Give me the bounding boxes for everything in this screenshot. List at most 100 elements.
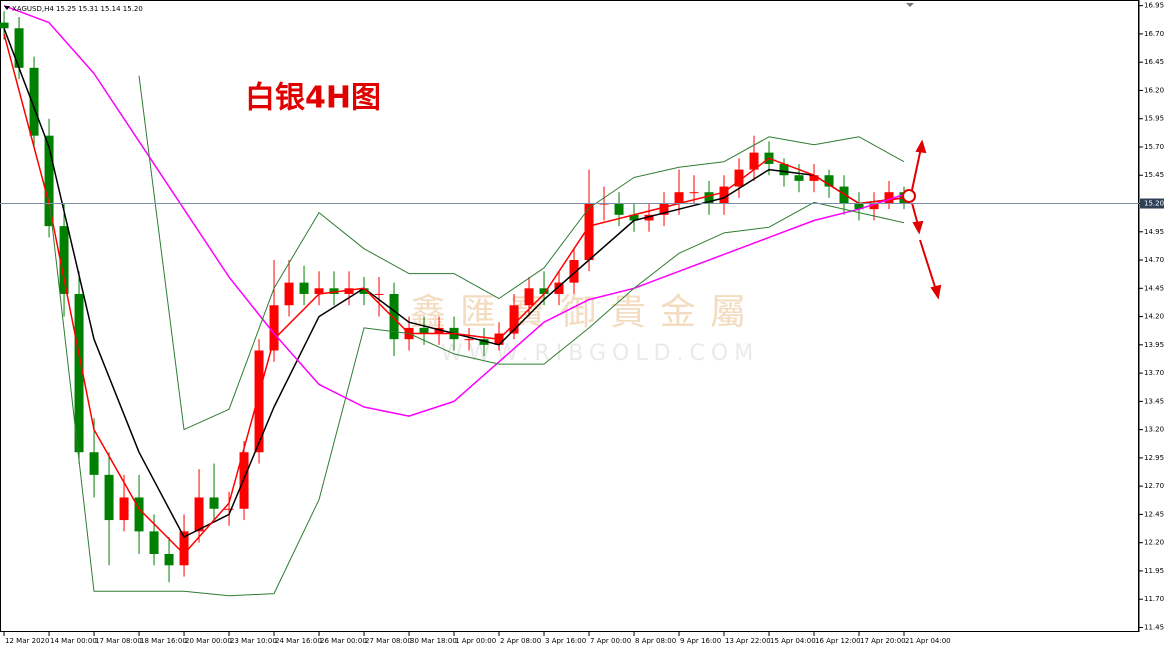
y-tick-label: 13.45 [1144,397,1164,405]
chart-title: XAGUSD,H4 15.25 15.31 15.14 15.20 [12,5,143,13]
candle-body [689,192,699,194]
symbol-marker [4,6,10,10]
indicator-line [138,75,905,431]
x-tick-label: 17 Apr 20:00 [860,637,906,645]
candle-body [329,288,339,294]
x-tick-label: 17 Mar 08:00 [95,637,142,645]
y-tick-label: 16.45 [1144,58,1164,66]
candle-body [509,305,519,334]
y-tick-label: 16.70 [1144,30,1164,38]
x-tick-label: 8 Apr 08:00 [635,637,676,645]
x-tick-label: 26 Mar 00:00 [320,637,367,645]
candle-body [674,192,684,204]
last-price-label: 15.20 [1144,200,1164,208]
y-tick-label: 15.70 [1144,143,1164,151]
candle-body [269,305,279,351]
candle-body [14,28,24,68]
x-tick-label: 2 Apr 08:00 [500,637,541,645]
candle-body [299,282,309,294]
candle-body [419,327,429,334]
candle-body [44,135,54,227]
candle-body [344,288,354,294]
candle-body [614,203,624,215]
x-tick-label: 1 Apr 00:00 [455,637,496,645]
x-tick-label: 14 Mar 00:00 [50,637,97,645]
candle-body [569,260,579,283]
indicator-line [3,33,905,555]
y-tick-label: 12.20 [1144,539,1164,547]
candle-body [239,452,249,509]
y-tick-label: 11.45 [1144,623,1164,631]
x-tick-label: 24 Mar 16:00 [275,637,322,645]
candle-body [314,288,324,294]
y-tick-label: 11.95 [1144,567,1164,575]
x-tick-label: 9 Apr 16:00 [680,637,721,645]
candle-body [434,327,444,334]
y-tick-label: 11.70 [1144,595,1164,603]
candle-body [779,163,789,176]
candle-body [179,531,189,566]
candle-body [29,67,39,136]
x-tick-label: 12 Mar 2020 [5,637,49,645]
candle-body [854,203,864,210]
annotation: 白银4H图 [245,81,381,116]
candle-body [869,203,879,210]
plot-layer [0,4,909,597]
candle-body [629,214,639,221]
indicator-line [48,197,905,597]
candle-body [284,282,294,306]
candle-body [884,192,894,204]
candle-body [809,175,819,181]
candle-body [464,339,474,341]
candle-body [59,226,69,294]
y-tick-label: 14.45 [1144,284,1164,292]
candle-body [134,497,144,532]
candle-body [254,350,264,453]
candle-body [524,288,534,306]
candle-body [74,293,84,453]
candle-body [359,288,369,294]
y-tick-label: 14.95 [1144,228,1164,236]
candle-body [104,474,114,521]
candle-body [749,152,759,170]
y-tick-label: 12.95 [1144,454,1164,462]
candle-body [0,22,9,29]
candle-body [119,497,129,521]
last-price-box [1140,198,1164,209]
pivot-circle [902,189,916,203]
y-tick-label: 15.45 [1144,171,1164,179]
candle-body [719,186,729,204]
candle-body [734,169,744,187]
y-tick-label: 13.95 [1144,341,1164,349]
x-tick-label: 7 Apr 00:00 [590,637,631,645]
y-tick-label: 15.95 [1144,115,1164,123]
x-tick-label: 16 Apr 12:00 [815,637,861,645]
y-tick-label: 13.20 [1144,426,1164,434]
y-tick-label: 16.20 [1144,86,1164,94]
x-tick-label: 18 Mar 16:00 [140,637,187,645]
candle-body [824,175,834,187]
candle-body [659,203,669,215]
indicator-line [3,4,905,417]
candle-body [794,175,804,181]
x-tick-label: 13 Apr 22:00 [725,637,771,645]
plot-frame [0,0,1139,632]
y-tick-label: 12.45 [1144,510,1164,518]
x-tick-label: 3 Apr 16:00 [545,637,586,645]
candle-body [164,553,174,566]
x-tick-label: 20 Mar 00:00 [185,637,232,645]
candle-body [554,282,564,294]
y-tick-label: 16.95 [1144,2,1164,10]
x-tick-label: 21 Apr 04:00 [905,637,951,645]
candle-body [584,203,594,261]
x-tick-label: 15 Apr 04:00 [770,637,816,645]
x-tick-label: 30 Mar 18:00 [410,637,457,645]
x-tick-label: 23 Mar 10:00 [230,637,277,645]
direction-arrows [911,139,942,300]
scroll-marker [906,3,914,7]
y-tick-label: 14.70 [1144,256,1164,264]
y-tick-label: 14.20 [1144,313,1164,321]
candle-body [374,293,384,295]
candle-body [224,508,234,510]
